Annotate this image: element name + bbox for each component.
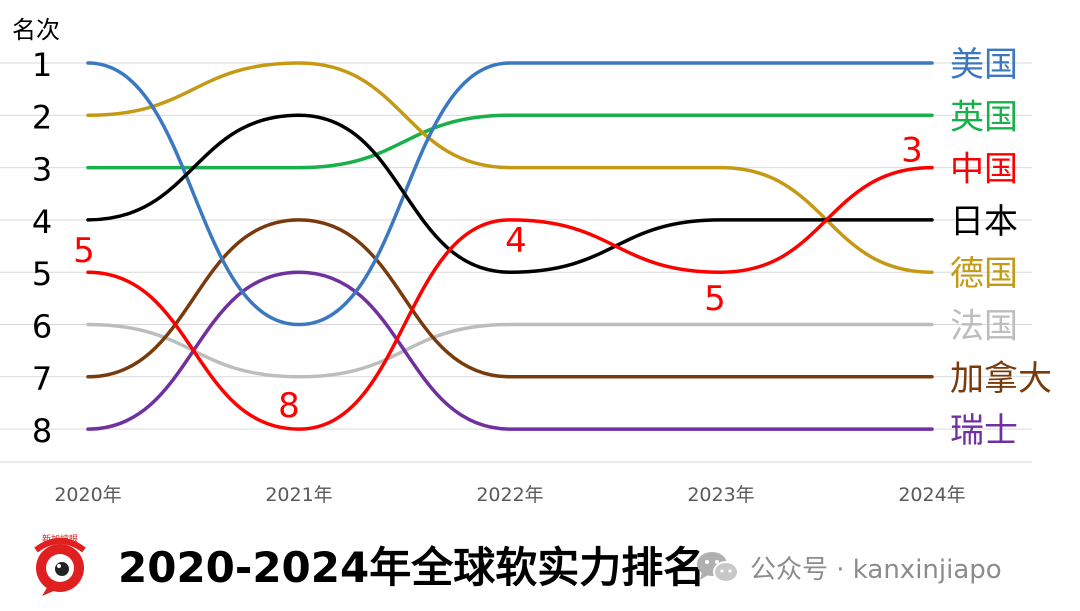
x-tick-label: 2020年 (54, 484, 121, 506)
x-tick-label: 2024年 (898, 484, 965, 506)
series-label: 英国 (950, 97, 1018, 137)
series-label: 瑞士 (950, 411, 1018, 451)
data-label: 4 (505, 221, 527, 261)
y-tick-label: 7 (32, 360, 52, 398)
series-line-日本 (86, 113, 934, 274)
data-label: 8 (278, 386, 300, 426)
wechat-icon (697, 552, 739, 583)
y-tick-label: 8 (32, 412, 52, 450)
y-tick-label: 6 (32, 308, 52, 346)
data-label: 3 (901, 131, 923, 171)
wechat-account: 公众号 · kanxinjiapo (750, 555, 1002, 585)
series-label: 美国 (950, 45, 1018, 85)
y-tick-label: 5 (32, 255, 52, 293)
series-label: 中国 (950, 150, 1018, 190)
xinjiapoyan-logo: 新加坡眼 (34, 533, 86, 596)
series-line-美国 (86, 61, 934, 327)
data-label: 5 (73, 231, 95, 271)
x-tick-label: 2021年 (265, 484, 332, 506)
series-label: 法国 (950, 307, 1018, 347)
series-label: 德国 (950, 254, 1018, 294)
y-tick-label: 3 (32, 151, 52, 189)
series-line-法国 (86, 322, 934, 379)
series-line-加拿大 (86, 218, 934, 379)
series-label: 加拿大 (950, 359, 1052, 399)
x-tick-label: 2022年 (476, 484, 543, 506)
series-label: 日本 (950, 202, 1018, 242)
series-line-英国 (86, 113, 934, 170)
y-tick-label: 2 (32, 98, 52, 136)
y-tick-label: 4 (32, 203, 52, 241)
series-line-德国 (86, 61, 934, 274)
footer-title: 2020-2024年全球软实力排名 (118, 543, 706, 592)
y-tick-label: 1 (32, 46, 52, 84)
data-label: 5 (704, 279, 726, 319)
series-line-瑞士 (86, 270, 934, 431)
y-axis-label: 名次 (12, 16, 60, 44)
series-line-中国 (86, 165, 934, 431)
svg-text:新加坡眼: 新加坡眼 (42, 533, 78, 545)
x-tick-label: 2023年 (687, 484, 754, 506)
